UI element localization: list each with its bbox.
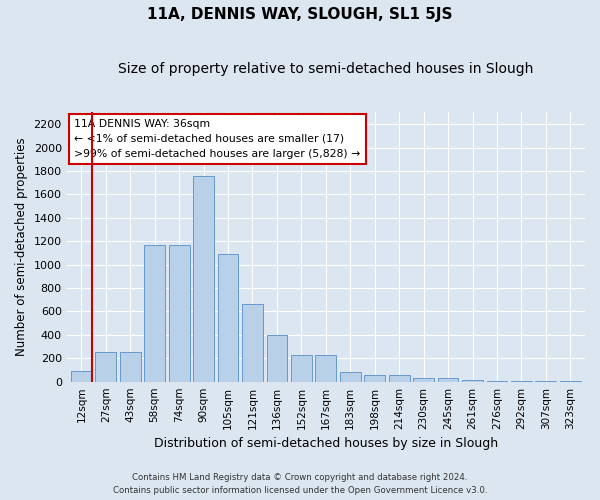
Bar <box>291 355 312 382</box>
Bar <box>95 352 116 382</box>
Bar <box>462 380 483 382</box>
Title: Size of property relative to semi-detached houses in Slough: Size of property relative to semi-detach… <box>118 62 533 76</box>
Bar <box>511 381 532 382</box>
Bar <box>169 246 190 382</box>
Bar <box>364 374 385 382</box>
Bar <box>413 378 434 382</box>
X-axis label: Distribution of semi-detached houses by size in Slough: Distribution of semi-detached houses by … <box>154 437 498 450</box>
Y-axis label: Number of semi-detached properties: Number of semi-detached properties <box>15 138 28 356</box>
Bar <box>340 372 361 382</box>
Bar <box>120 352 140 382</box>
Bar <box>218 254 238 382</box>
Text: 11A, DENNIS WAY, SLOUGH, SL1 5JS: 11A, DENNIS WAY, SLOUGH, SL1 5JS <box>147 8 453 22</box>
Text: 11A DENNIS WAY: 36sqm
← <1% of semi-detached houses are smaller (17)
>99% of sem: 11A DENNIS WAY: 36sqm ← <1% of semi-deta… <box>74 119 361 158</box>
Bar <box>266 336 287 382</box>
Bar <box>193 176 214 382</box>
Bar <box>389 374 410 382</box>
Bar <box>71 371 92 382</box>
Bar <box>144 246 165 382</box>
Bar <box>437 378 458 382</box>
Bar <box>316 355 336 382</box>
Bar <box>242 304 263 382</box>
Bar <box>487 380 508 382</box>
Text: Contains HM Land Registry data © Crown copyright and database right 2024.
Contai: Contains HM Land Registry data © Crown c… <box>113 474 487 495</box>
